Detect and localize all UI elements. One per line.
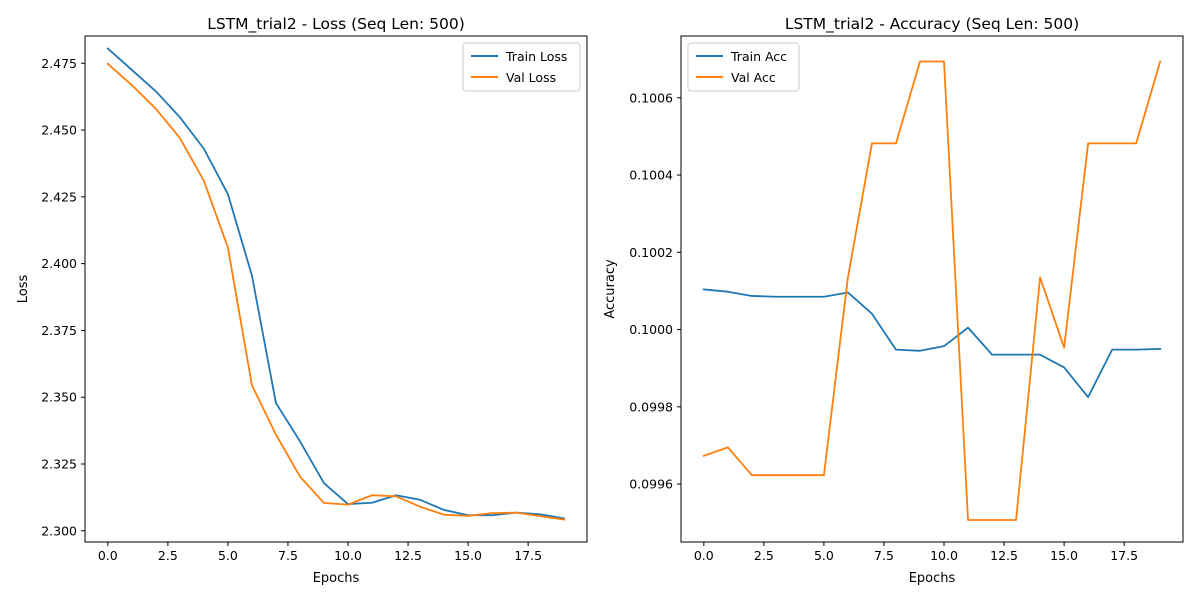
loss-y-tick-label: 2.375 bbox=[41, 323, 77, 338]
accuracy-series-val-acc bbox=[702, 60, 1162, 521]
loss-x-tick-label: 17.5 bbox=[514, 548, 542, 563]
accuracy-chart: LSTM_trial2 - Accuracy (Seq Len: 500) 0.… bbox=[603, 15, 1184, 586]
loss-x-tick-label: 0.0 bbox=[98, 548, 118, 563]
loss-x-tick-label: 15.0 bbox=[454, 548, 482, 563]
loss-x-tick-label: 2.5 bbox=[158, 548, 178, 563]
loss-y-tick-label: 2.350 bbox=[41, 390, 77, 405]
loss-series-val-loss bbox=[106, 62, 566, 521]
loss-plot-frame bbox=[84, 35, 588, 543]
loss-x-tick-label: 7.5 bbox=[278, 548, 298, 563]
accuracy-y-tick-label: 0.1002 bbox=[629, 245, 673, 260]
loss-series-train-loss bbox=[106, 47, 566, 520]
loss-series-lines bbox=[106, 47, 566, 521]
accuracy-x-tick-label: 10.0 bbox=[930, 548, 958, 563]
legend-label-val-loss: Val Loss bbox=[506, 70, 556, 85]
accuracy-x-tick-label: 2.5 bbox=[754, 548, 774, 563]
accuracy-plot-frame bbox=[680, 35, 1184, 543]
accuracy-chart-title: LSTM_trial2 - Accuracy (Seq Len: 500) bbox=[785, 15, 1079, 34]
accuracy-x-tick-label: 15.0 bbox=[1050, 548, 1078, 563]
accuracy-x-tick-label: 12.5 bbox=[990, 548, 1018, 563]
loss-x-tick-label: 12.5 bbox=[394, 548, 422, 563]
accuracy-x-axis-label: Epochs bbox=[909, 571, 956, 586]
loss-legend: Train Loss Val Loss bbox=[462, 42, 581, 92]
loss-x-tick-label: 5.0 bbox=[218, 548, 238, 563]
accuracy-axis-ticks: 0.0 2.5 5.0 7.5 10.0 12.5 15.0 17.5 0.0996 0.0998… bbox=[629, 90, 1138, 563]
accuracy-y-tick-label: 0.1006 bbox=[629, 90, 673, 105]
loss-y-tick-label: 2.450 bbox=[41, 123, 77, 138]
accuracy-y-tick-label: 0.1004 bbox=[629, 168, 673, 183]
loss-y-tick-label: 2.325 bbox=[41, 456, 77, 471]
accuracy-x-tick-label: 5.0 bbox=[814, 548, 834, 563]
accuracy-y-tick-label: 0.0996 bbox=[629, 477, 673, 492]
loss-y-tick-label: 2.300 bbox=[41, 523, 77, 538]
loss-chart: LSTM_trial2 - Loss (Seq Len: 500) 0.0 2.5… bbox=[16, 15, 588, 586]
loss-y-tick-label: 2.400 bbox=[41, 256, 77, 271]
legend-label-train-acc: Train Acc bbox=[730, 49, 787, 64]
loss-axis-ticks: 0.0 2.5 5.0 7.5 10.0 12.5 15.0 17.5 2.300 2.325 2.… bbox=[41, 56, 542, 563]
legend-label-val-acc: Val Acc bbox=[731, 70, 776, 85]
legend-label-train-loss: Train Loss bbox=[505, 49, 567, 64]
accuracy-y-axis-label: Accuracy bbox=[603, 259, 618, 319]
accuracy-x-tick-label: 17.5 bbox=[1110, 548, 1138, 563]
loss-y-axis-label: Loss bbox=[16, 275, 31, 304]
accuracy-series-train-acc bbox=[702, 288, 1162, 399]
loss-x-axis-label: Epochs bbox=[313, 571, 360, 586]
accuracy-y-tick-label: 0.0998 bbox=[629, 399, 673, 414]
loss-chart-title: LSTM_trial2 - Loss (Seq Len: 500) bbox=[207, 15, 465, 34]
accuracy-x-tick-label: 0.0 bbox=[694, 548, 714, 563]
accuracy-x-tick-label: 7.5 bbox=[874, 548, 894, 563]
accuracy-legend: Train Acc Val Acc bbox=[687, 42, 800, 92]
loss-x-tick-label: 10.0 bbox=[334, 548, 362, 563]
loss-y-tick-label: 2.475 bbox=[41, 56, 77, 71]
loss-y-tick-label: 2.425 bbox=[41, 189, 77, 204]
accuracy-series-lines bbox=[702, 60, 1162, 521]
accuracy-y-tick-label: 0.1000 bbox=[629, 322, 673, 337]
